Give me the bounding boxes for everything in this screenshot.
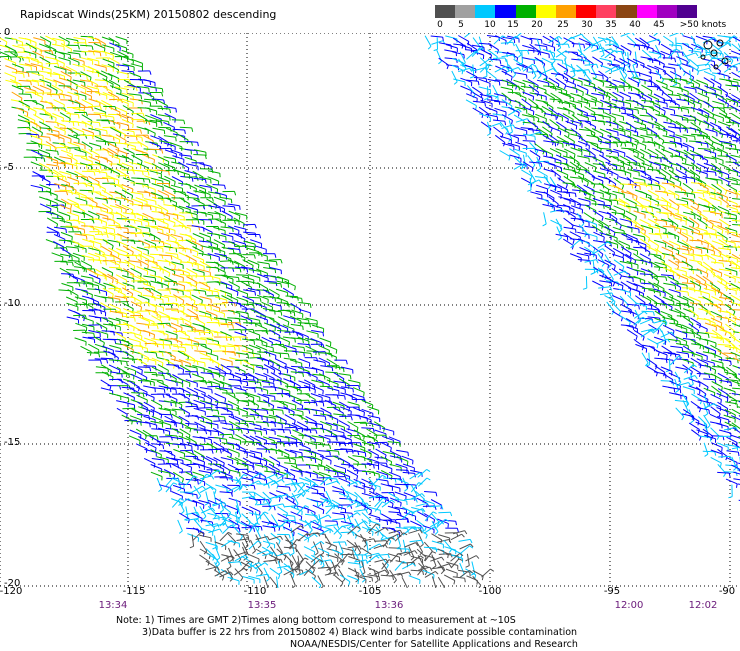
legend-label: >50 knots <box>680 20 727 30</box>
wind-barb-plot <box>0 33 740 588</box>
legend-swatch <box>455 5 475 18</box>
pass-time: 12:00 <box>615 600 644 611</box>
legend-swatch <box>495 5 515 18</box>
lon-tick: -90 <box>719 586 735 597</box>
pass-time: 13:35 <box>248 600 277 611</box>
island-outline <box>704 41 712 49</box>
note-line: Note: 1) Times are GMT 2)Times along bot… <box>116 615 516 627</box>
legend-swatch <box>475 5 495 18</box>
legend-color-bar <box>435 5 697 18</box>
lon-tick: -115 <box>123 586 146 597</box>
note-line: NOAA/NESDIS/Center for Satellite Applica… <box>290 639 578 651</box>
note-line: 3)Data buffer is 22 hrs from 20150802 4)… <box>142 627 577 639</box>
lat-tick: 0 <box>4 27 10 38</box>
lat-tick: -5 <box>4 162 14 173</box>
legend-label: 40 <box>629 20 640 30</box>
legend-label: 35 <box>605 20 616 30</box>
longitude-axis: -120 -115 -110 -105 -100 -95 -90 <box>0 586 740 600</box>
legend-swatch <box>435 5 455 18</box>
legend-labels: 0 5 10 15 20 25 30 35 40 45 >50 knots <box>435 18 697 32</box>
lon-tick: -95 <box>604 586 620 597</box>
legend-label: 10 <box>484 20 495 30</box>
legend-swatch <box>596 5 616 18</box>
legend-label: 15 <box>507 20 518 30</box>
lon-tick: -110 <box>244 586 267 597</box>
pass-time: 13:34 <box>99 600 128 611</box>
pass-time: 13:36 <box>375 600 404 611</box>
legend-swatch <box>536 5 556 18</box>
wind-speed-legend: 0 5 10 15 20 25 30 35 40 45 >50 knots <box>435 5 697 35</box>
legend-swatch <box>657 5 677 18</box>
wind-map <box>0 33 740 588</box>
legend-label: 30 <box>581 20 592 30</box>
lat-tick: -10 <box>4 298 20 309</box>
legend-swatch <box>637 5 657 18</box>
legend-label: 25 <box>557 20 568 30</box>
lon-tick: -100 <box>479 586 502 597</box>
legend-swatch <box>576 5 596 18</box>
lat-tick: -15 <box>4 437 20 448</box>
legend-label: 20 <box>531 20 542 30</box>
legend-label: 0 <box>437 20 443 30</box>
legend-swatch <box>556 5 576 18</box>
lon-tick: -120 <box>0 586 22 597</box>
wind-barbs <box>0 33 740 588</box>
legend-label: 45 <box>653 20 664 30</box>
pass-time: 12:02 <box>689 600 718 611</box>
legend-swatch <box>616 5 636 18</box>
pass-times: 13:34 13:35 13:36 12:00 12:02 <box>0 600 740 612</box>
legend-swatch <box>677 5 697 18</box>
legend-label: 5 <box>458 20 464 30</box>
lon-tick: -105 <box>359 586 382 597</box>
legend-swatch <box>516 5 536 18</box>
map-title: Rapidscat Winds(25KM) 20150802 descendin… <box>20 8 276 21</box>
